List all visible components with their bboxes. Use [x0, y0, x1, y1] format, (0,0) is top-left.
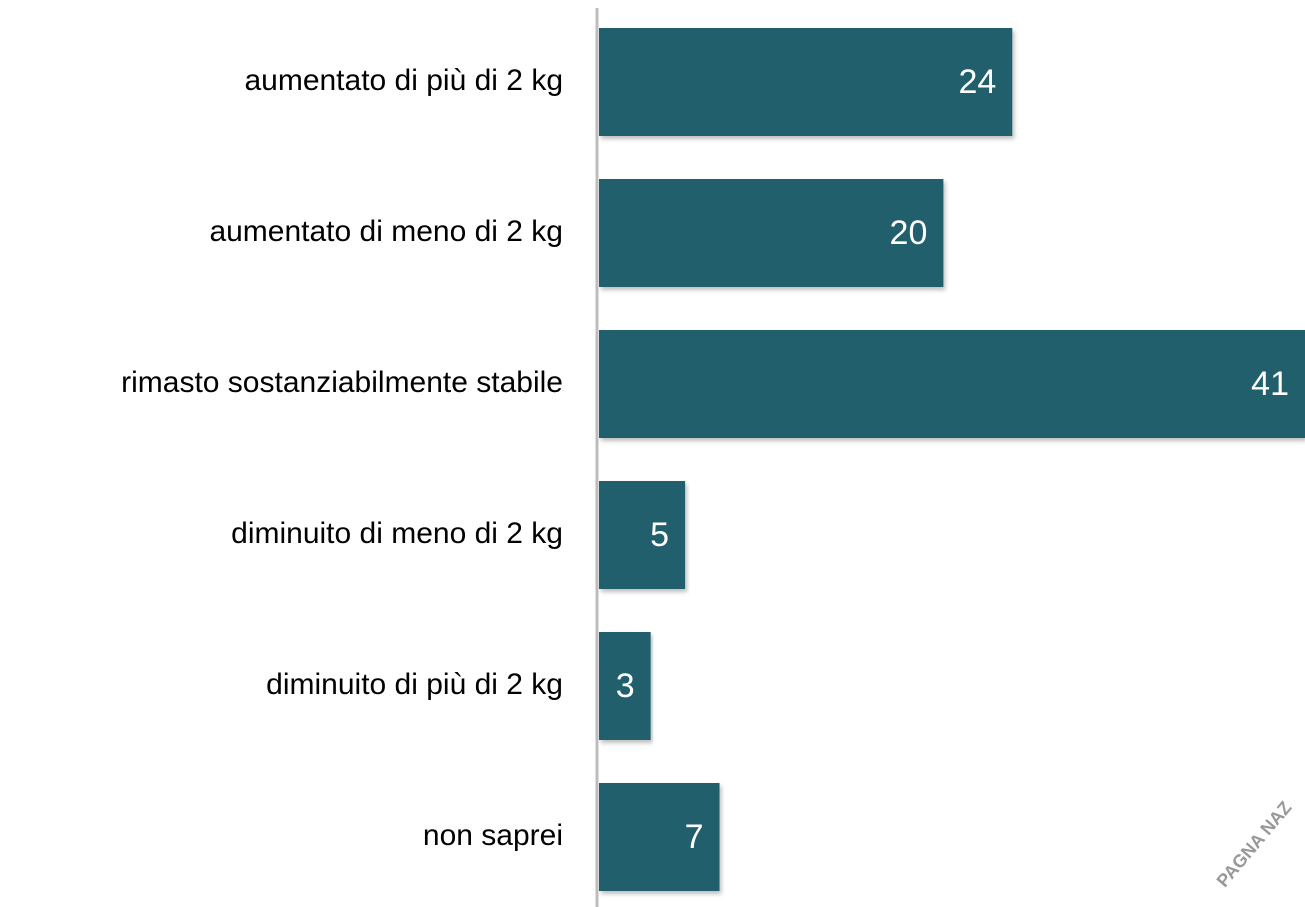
bar: [599, 179, 944, 287]
value-label: 3: [616, 667, 635, 705]
bar: [599, 632, 651, 740]
y-tick-label: diminuito di meno di 2 kg: [231, 517, 563, 550]
value-label: 7: [685, 818, 704, 856]
y-tick-label: aumentato di meno di 2 kg: [209, 215, 563, 248]
y-tick-label: non saprei: [423, 819, 563, 852]
value-label: 41: [1251, 365, 1289, 403]
bar: [599, 481, 686, 589]
y-tick-label: diminuito di più di 2 kg: [266, 668, 563, 701]
y-tick-label: aumentato di più di 2 kg: [244, 64, 563, 97]
bar: [599, 783, 720, 891]
bar: [599, 330, 1305, 438]
bar: [599, 28, 1013, 136]
watermark: PAGNA NAZ: [1213, 798, 1296, 891]
y-tick-label: rimasto sostanziabilmente stabile: [121, 366, 563, 399]
value-label: 24: [958, 63, 996, 101]
value-label: 20: [890, 214, 928, 252]
value-label: 5: [650, 516, 669, 554]
